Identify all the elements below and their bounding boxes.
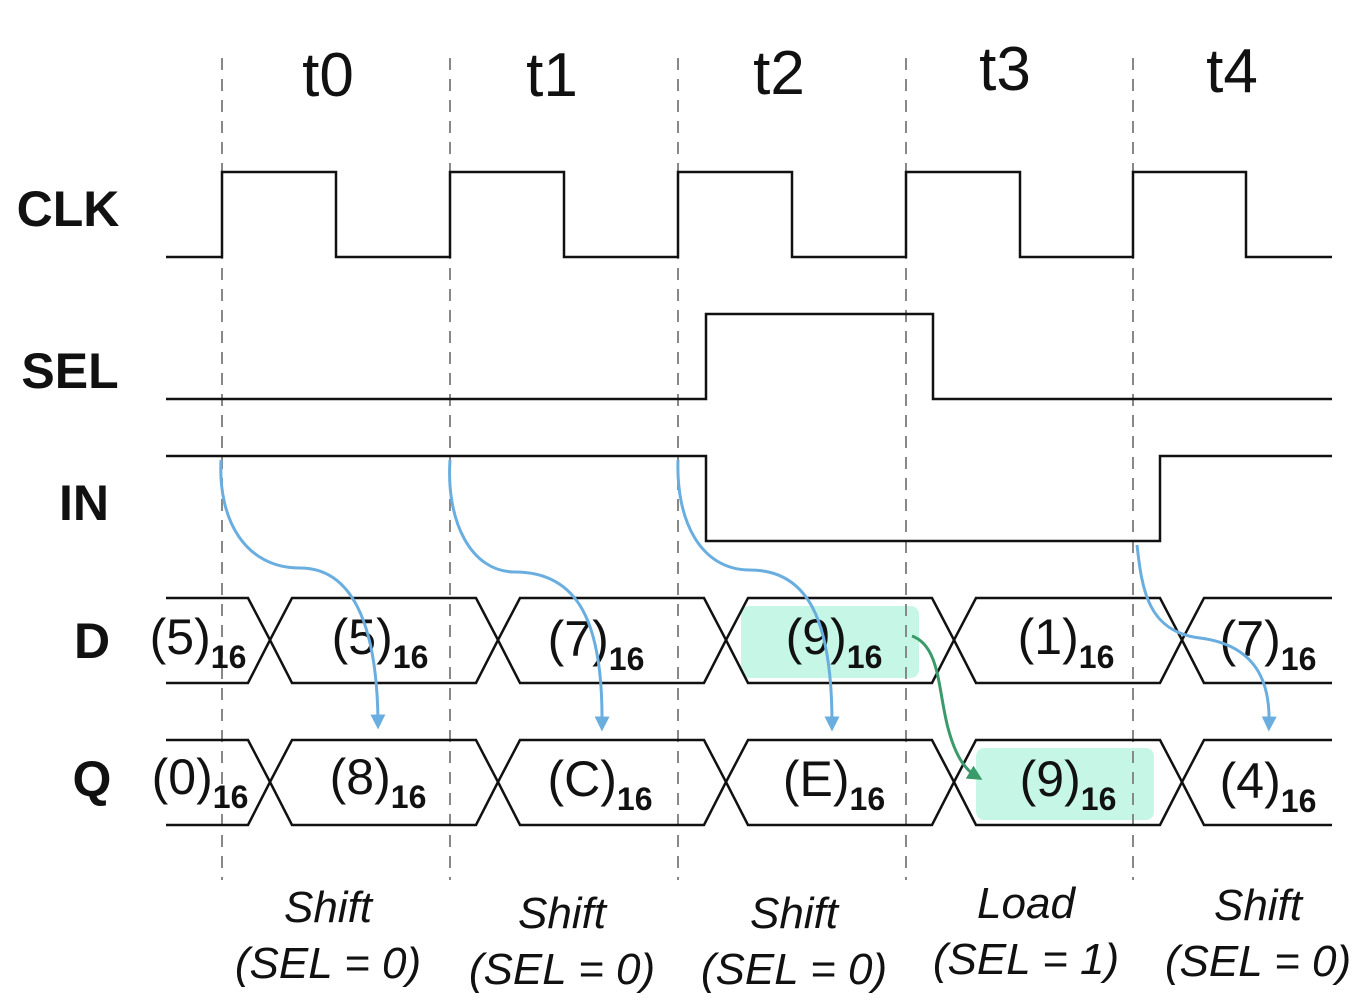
time-label-t0: t0 xyxy=(302,41,354,110)
operation-name-t0: Shift xyxy=(284,883,374,932)
time-label-t2: t2 xyxy=(753,39,805,108)
d-bus-outline xyxy=(166,596,1332,685)
clk-waveform xyxy=(166,170,1332,259)
signal-label-sel: SEL xyxy=(21,343,118,399)
d-load-highlight xyxy=(741,606,919,678)
time-label-t1: t1 xyxy=(526,41,578,110)
time-label-t3: t3 xyxy=(979,35,1031,104)
d-value-1: (5)16 xyxy=(332,609,429,675)
q-value-2: (C)16 xyxy=(547,751,652,817)
q-value-1: (8)16 xyxy=(330,749,427,815)
d-value-3: (9)16 xyxy=(786,609,883,675)
operation-name-t1: Shift xyxy=(518,889,608,938)
d-value-0: (5)16 xyxy=(150,609,247,675)
d-value-5: (7)16 xyxy=(1220,611,1317,677)
q-value-4: (9)16 xyxy=(1020,751,1117,817)
d-value-4: (1)16 xyxy=(1018,609,1115,675)
signal-label-clk: CLK xyxy=(17,181,120,237)
q-value-3: (E)16 xyxy=(783,751,885,817)
time-label-t4: t4 xyxy=(1206,37,1258,106)
q-bus xyxy=(166,738,1332,827)
q-value-5: (4)16 xyxy=(1220,753,1317,819)
shift-arrow-t0 xyxy=(219,459,386,730)
operation-name-t3: Load xyxy=(977,879,1076,928)
signal-label-d: D xyxy=(74,613,110,669)
d-value-2: (7)16 xyxy=(548,611,645,677)
operation-sel-t3: (SEL = 1) xyxy=(933,935,1119,984)
operation-name-t4: Shift xyxy=(1214,881,1304,930)
sel-waveform xyxy=(166,312,1332,401)
d-bus xyxy=(166,596,1332,685)
shift-arrow-t4 xyxy=(1135,544,1277,732)
q-load-highlight xyxy=(976,748,1154,820)
operation-labels: Shift (SEL = 0) Shift (SEL = 0) Shift (S… xyxy=(235,879,1351,994)
operation-sel-t2: (SEL = 0) xyxy=(701,945,887,994)
load-arrow xyxy=(911,634,983,780)
q-value-0: (0)16 xyxy=(152,749,249,815)
signal-label-q: Q xyxy=(73,751,112,807)
operation-sel-t0: (SEL = 0) xyxy=(235,939,421,988)
operation-name-t2: Shift xyxy=(750,889,840,938)
in-waveform xyxy=(166,454,1332,543)
operation-sel-t4: (SEL = 0) xyxy=(1165,937,1351,986)
signal-label-in: IN xyxy=(59,475,109,531)
q-bus-outline xyxy=(166,738,1332,827)
shift-arrow-t2 xyxy=(676,459,840,732)
shift-arrow-t1 xyxy=(448,459,610,732)
operation-sel-t1: (SEL = 0) xyxy=(469,945,655,994)
